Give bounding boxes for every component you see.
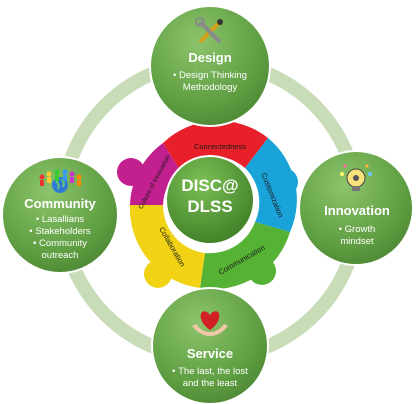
head-green [248,257,276,285]
center-line-2: DLSS [187,197,233,216]
design-title: Design [188,50,232,65]
segment-collaboration [129,205,205,288]
service-bullet-1: The last, the lost and the least [170,366,250,390]
design-bullet-1: Design Thinking Methodology [163,70,257,94]
community-title: Community [24,196,96,211]
head-yellow [144,260,172,288]
community-bullets: Lasallians Stakeholders Community outrea… [18,214,102,262]
innovation-bullets: Growth mindset [322,224,392,248]
segment-label-connectedness: Connectedness [194,142,246,151]
node-design [149,5,271,127]
segment-communication [200,222,290,290]
community-bullet-2: Stakeholders [18,226,102,238]
center-circle [165,155,255,245]
community-bullet-1: Lasallians [18,214,102,226]
lightbulb-gear-icon [340,164,372,191]
service-bullets: The last, the lost and the least [170,366,250,390]
segment-culture-of-innovation [130,143,180,205]
center-line-1: DISC@ [181,176,239,195]
center-title: DISC@ DLSS [166,175,254,217]
tools-icon [195,17,223,44]
innovation-bullet-1: Growth mindset [322,224,392,248]
head-blue [270,168,298,196]
community-bullet-3: Community outreach [18,238,102,262]
heart-hands-icon [192,311,228,336]
service-title: Service [186,346,234,361]
innovation-title: Innovation [324,203,390,218]
cycle-ring [117,118,298,290]
design-bullets: Design Thinking Methodology [163,70,257,94]
people-globe-icon [39,169,82,193]
head-purple [117,158,145,186]
